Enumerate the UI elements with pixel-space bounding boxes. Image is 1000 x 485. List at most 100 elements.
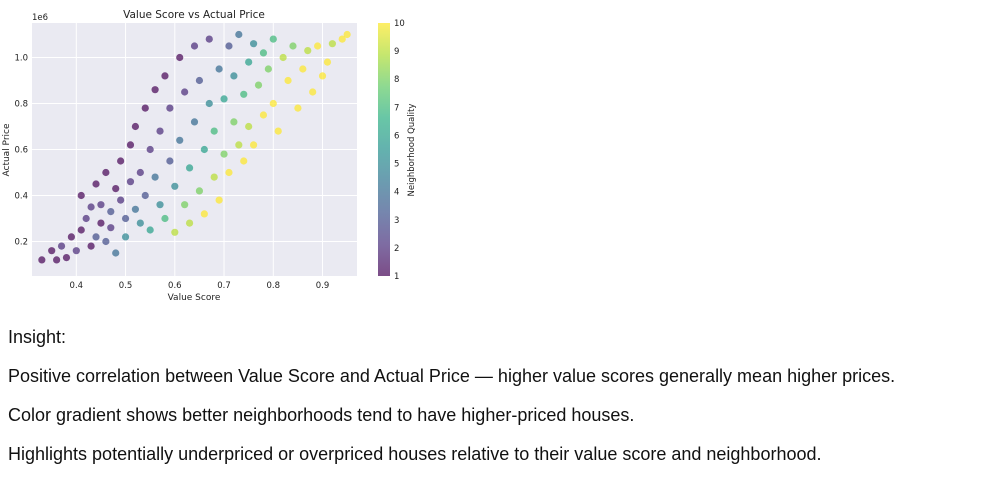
insight-line-3: Highlights potentially underpriced or ov… — [8, 444, 822, 464]
data-point — [235, 141, 243, 149]
colorbar-tick-label: 7 — [394, 103, 399, 113]
colorbar-tick-label: 5 — [394, 160, 399, 170]
chart-title: Value Score vs Actual Price — [123, 9, 265, 21]
data-point — [151, 173, 159, 181]
colorbar-tick-label: 10 — [394, 19, 405, 29]
data-point — [254, 81, 263, 89]
data-point — [235, 30, 243, 39]
data-point — [156, 201, 164, 209]
y-tick-label: 1.0 — [14, 54, 28, 64]
data-point — [102, 168, 110, 177]
data-point — [112, 185, 120, 193]
data-point — [220, 95, 228, 103]
x-tick-label: 0.7 — [217, 281, 231, 291]
data-point — [146, 145, 154, 154]
data-point — [220, 150, 228, 158]
colorbar-tick-label: 6 — [394, 131, 399, 141]
insight-section: Insight: Positive correlation between Va… — [8, 327, 993, 483]
x-tick-label: 0.9 — [316, 281, 330, 291]
data-point — [151, 86, 159, 94]
y-axis-label: Actual Price — [2, 123, 12, 176]
data-point — [121, 214, 130, 223]
data-point — [92, 180, 100, 188]
data-point — [107, 208, 115, 216]
x-tick-label: 0.8 — [267, 281, 281, 291]
data-point — [171, 228, 179, 236]
data-point — [200, 210, 208, 218]
colorbar-tick-label: 9 — [394, 47, 399, 57]
data-point — [269, 99, 277, 108]
data-point — [185, 219, 194, 227]
x-tick-label: 0.4 — [70, 281, 84, 291]
data-point — [107, 224, 115, 232]
colorbar-ticks: 1 2 3 4 5 6 7 8 9 10 — [394, 19, 405, 282]
data-point — [176, 53, 184, 62]
x-axis-label: Value Score — [168, 293, 221, 303]
x-tick-label: 0.6 — [168, 281, 182, 291]
insight-line-1: Positive correlation between Value Score… — [8, 366, 896, 386]
data-point — [318, 72, 327, 80]
data-point — [166, 157, 174, 165]
y-tick-label: 0.8 — [14, 100, 28, 110]
data-point — [161, 72, 169, 80]
data-point — [156, 127, 164, 135]
data-point — [249, 40, 258, 48]
data-point — [176, 136, 184, 144]
data-point — [304, 47, 312, 55]
data-point — [112, 249, 120, 257]
data-point — [230, 118, 238, 126]
data-point — [38, 256, 46, 264]
data-point — [190, 42, 199, 50]
data-point — [141, 191, 149, 200]
data-point — [314, 42, 322, 50]
data-point — [131, 122, 140, 131]
data-point — [205, 99, 213, 108]
data-point — [97, 201, 105, 209]
colorbar-tick-label: 3 — [394, 216, 399, 226]
data-point — [195, 187, 204, 195]
data-point — [62, 254, 71, 262]
data-point — [210, 127, 218, 135]
chart-svg: 0.4 0.5 0.6 0.7 0.8 0.9 0.2 0.4 0.6 0.8 1.0 Value… — [2, 9, 417, 303]
data-point — [117, 157, 125, 165]
data-point — [146, 226, 154, 234]
data-point — [57, 242, 66, 250]
data-point — [279, 53, 287, 62]
data-point — [82, 214, 90, 223]
data-point — [161, 214, 169, 223]
data-point — [136, 168, 144, 177]
data-point — [328, 40, 336, 48]
data-point — [299, 65, 307, 73]
data-point — [259, 49, 268, 57]
data-point — [274, 127, 282, 135]
data-point — [185, 164, 194, 172]
data-point — [53, 256, 61, 264]
data-point — [77, 226, 85, 234]
data-point — [190, 118, 199, 126]
data-point — [72, 247, 80, 255]
data-point — [126, 141, 135, 149]
data-point — [289, 42, 297, 50]
data-point — [136, 219, 144, 227]
data-point — [338, 35, 346, 43]
data-point — [67, 233, 75, 241]
data-point — [181, 201, 189, 209]
colorbar — [378, 23, 390, 276]
y-axis-offset-label: 1e6 — [32, 13, 48, 23]
data-point — [87, 203, 95, 211]
data-point — [264, 65, 272, 73]
data-point — [294, 104, 302, 112]
x-tick-label: 0.5 — [119, 281, 133, 291]
data-point — [210, 173, 218, 181]
data-point — [269, 35, 277, 43]
data-point — [240, 90, 248, 98]
data-point — [225, 168, 233, 177]
data-point — [102, 237, 110, 246]
colorbar-tick-label: 1 — [394, 272, 399, 282]
data-point — [166, 104, 174, 112]
grid-lines — [32, 23, 357, 276]
insight-line-2: Color gradient shows better neighborhood… — [8, 405, 635, 425]
y-tick-label: 0.2 — [14, 238, 28, 248]
scatter-points — [38, 30, 351, 264]
data-point — [309, 88, 317, 96]
